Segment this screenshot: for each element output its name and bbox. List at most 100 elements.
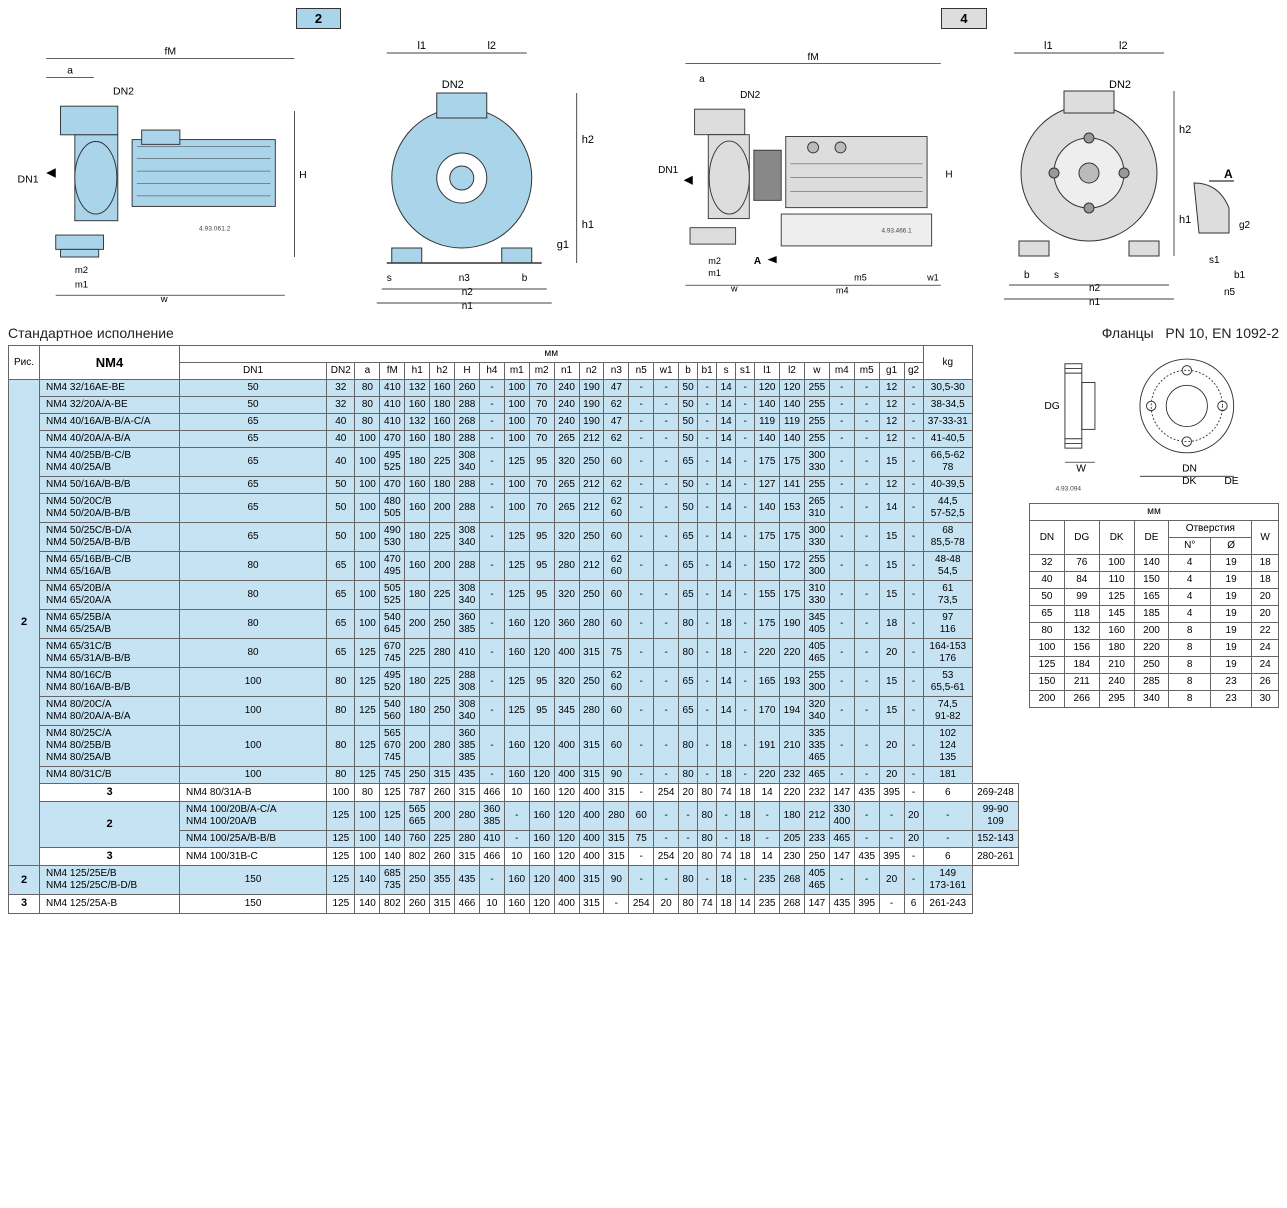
hdr-mm: мм: [180, 346, 924, 363]
kg-cell: 30,5-30: [923, 380, 972, 397]
svg-text:s: s: [1054, 270, 1059, 281]
dim-cell: 760: [405, 831, 430, 848]
dim-cell: 435: [829, 895, 854, 913]
flange-row: 12518421025081924: [1030, 657, 1279, 674]
dim-cell: 100: [355, 448, 380, 477]
dim-cell: 200: [430, 494, 455, 523]
dim-cell: -: [829, 767, 854, 784]
dim-cell: 265: [554, 494, 579, 523]
dim-cell: -: [717, 831, 736, 848]
kg-cell: 38-34,5: [923, 397, 972, 414]
svg-text:m2: m2: [75, 265, 88, 276]
dim-cell: 100: [355, 494, 380, 523]
main-table-wrap: Рис. NM4 мм kg DN1DN2afMh1h2Hh4m1m2n1n2n…: [8, 345, 1019, 914]
dim-cell: 100: [355, 610, 380, 639]
flange-cell: 50: [1030, 589, 1065, 606]
hdr-s: s: [717, 363, 736, 380]
dim-cell: 400: [554, 895, 579, 913]
svg-text:g2: g2: [1239, 220, 1251, 231]
badge-2: 2: [296, 8, 341, 29]
flange-cell: 8: [1169, 640, 1211, 657]
dim-cell: 180: [405, 697, 430, 726]
dim-cell: 220: [755, 639, 780, 668]
page: 2 fM a DN2: [8, 8, 1279, 914]
dim-cell: 12: [879, 431, 904, 448]
dim-cell: -: [654, 494, 679, 523]
dim-cell: -: [854, 414, 879, 431]
hdr-w: w: [804, 363, 829, 380]
dim-cell: 180: [405, 448, 430, 477]
table-row: NM4 40/20A/A-B/A6540100470160180288-1007…: [9, 431, 1019, 448]
dim-cell: 125: [504, 552, 529, 581]
dim-cell: 125: [504, 523, 529, 552]
dim-cell: 120: [554, 802, 579, 831]
dim-cell: -: [698, 581, 717, 610]
dim-cell: 232: [780, 767, 805, 784]
dim-cell: 70: [529, 380, 554, 397]
dim-cell: -: [736, 448, 755, 477]
dim-cell: 80: [180, 581, 327, 610]
dim-cell: -: [829, 523, 854, 552]
dim-cell: 260: [455, 380, 480, 397]
dim-cell: 160: [405, 431, 430, 448]
dim-cell: 95: [529, 668, 554, 697]
flange-cell: 23: [1210, 691, 1251, 708]
dim-cell: 395: [879, 848, 904, 866]
svg-text:fM: fM: [808, 52, 819, 63]
dim-cell: 400: [579, 802, 604, 831]
dim-cell: 125: [327, 831, 355, 848]
dim-cell: -: [698, 431, 717, 448]
dim-cell: 260: [430, 848, 455, 866]
dim-cell: 40: [327, 431, 355, 448]
dim-cell: -: [654, 523, 679, 552]
badge-4: 4: [941, 8, 986, 29]
dim-cell: -: [654, 431, 679, 448]
dim-cell: 160: [504, 895, 529, 913]
svg-text:A: A: [1224, 167, 1233, 181]
dim-cell: -: [829, 477, 854, 494]
dim-cell: 265 310: [804, 494, 829, 523]
dim-cell: 100: [180, 697, 327, 726]
dim-cell: 14: [717, 431, 736, 448]
flange-cell: 200: [1030, 691, 1065, 708]
flange-cell: 184: [1064, 657, 1099, 674]
dim-cell: 14: [717, 552, 736, 581]
dim-cell: 288: [455, 494, 480, 523]
kg-cell: 48-48 54,5: [923, 552, 972, 581]
dim-cell: 212: [579, 431, 604, 448]
dim-cell: 288: [455, 397, 480, 414]
dim-cell: -: [698, 494, 717, 523]
dim-cell: 235: [755, 866, 780, 895]
dim-cell: 100: [504, 431, 529, 448]
kg-cell: 149 173-161: [923, 866, 972, 895]
dim-cell: 70: [529, 397, 554, 414]
flange-cell: 76: [1064, 555, 1099, 572]
dim-cell: 240: [554, 380, 579, 397]
dim-cell: 205: [780, 831, 805, 848]
flange-cell: 4: [1169, 606, 1211, 623]
dim-cell: -: [654, 866, 679, 895]
dim-cell: 466: [479, 848, 504, 866]
dim-cell: -: [629, 581, 654, 610]
dim-cell: 125: [355, 767, 380, 784]
dim-cell: 65: [327, 581, 355, 610]
svg-text:b: b: [1024, 270, 1030, 281]
flange-cell: 340: [1134, 691, 1169, 708]
dim-cell: 160: [430, 380, 455, 397]
dim-cell: 190: [780, 610, 805, 639]
table-row: NM4 50/16A/B-B/B6550100470160180288-1007…: [9, 477, 1019, 494]
dim-cell: 20: [654, 895, 679, 913]
dim-cell: 315: [455, 784, 480, 802]
svg-text:4.93.061.2: 4.93.061.2: [199, 225, 231, 232]
dim-cell: -: [629, 523, 654, 552]
flange-cell: 19: [1210, 640, 1251, 657]
dim-cell: 120: [529, 610, 554, 639]
dim-cell: 235: [755, 895, 780, 913]
dim-cell: 120: [554, 784, 579, 802]
dim-cell: 125: [327, 802, 355, 831]
flange-cell: 4: [1169, 555, 1211, 572]
flange-row: 15021124028582326: [1030, 674, 1279, 691]
model-cell: NM4 125/25A-B: [40, 895, 180, 913]
kg-cell: 53 65,5-61: [923, 668, 972, 697]
dim-cell: -: [654, 802, 679, 831]
